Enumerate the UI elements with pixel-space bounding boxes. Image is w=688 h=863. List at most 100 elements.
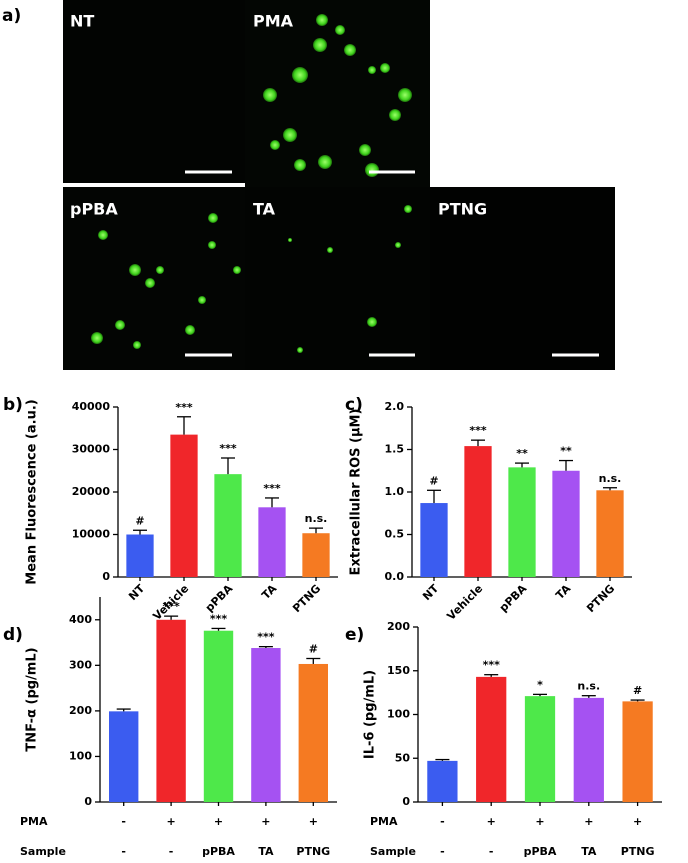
- y-tick-label: 40000: [72, 400, 111, 413]
- micrograph: [430, 187, 615, 370]
- bar: [214, 474, 242, 577]
- row-value: -: [121, 815, 126, 828]
- significance: n.s.: [305, 512, 328, 525]
- row-value: -: [169, 845, 174, 858]
- significance: #: [633, 684, 642, 697]
- significance: ***: [263, 482, 281, 495]
- x-tick-label: PTNG: [584, 582, 617, 615]
- y-tick-label: 30000: [72, 443, 111, 456]
- x-tick-label: NT: [420, 582, 441, 603]
- micrograph: [245, 187, 430, 370]
- row-value: TA: [258, 845, 274, 858]
- y-tick-label: 0: [102, 570, 110, 583]
- panel-label: a): [2, 6, 21, 26]
- significance: n.s.: [577, 680, 600, 693]
- image-label: PMA: [253, 12, 294, 31]
- significance: ***: [219, 442, 237, 455]
- x-tick-label: PTNG: [290, 582, 323, 615]
- row-value: TA: [581, 845, 597, 858]
- y-tick-label: 1.0: [385, 485, 405, 498]
- row-value: +: [633, 815, 642, 828]
- y-tick-label: 0.5: [385, 528, 405, 541]
- bar: [298, 663, 328, 802]
- bar: [203, 630, 234, 802]
- y-tick-label: 200: [387, 620, 410, 633]
- y-axis-label: IL-6 (pg/mL): [363, 670, 378, 759]
- row-value: -: [489, 845, 494, 858]
- bar: [156, 619, 186, 802]
- x-tick-label: pPBA: [497, 582, 530, 615]
- row-label: Sample: [370, 845, 416, 858]
- significance: **: [560, 445, 572, 458]
- row-value: +: [309, 815, 318, 828]
- image-label: NT: [70, 12, 94, 31]
- bar: [476, 676, 507, 802]
- panel-label: e): [345, 625, 364, 645]
- bar: [573, 697, 604, 802]
- row-value: -: [440, 815, 445, 828]
- y-tick-label: 0: [84, 795, 92, 808]
- y-axis-label: Mean Fluorescence (a.u.): [25, 399, 40, 584]
- bar: [552, 470, 580, 577]
- significance: ***: [469, 424, 487, 437]
- significance: ***: [483, 659, 501, 672]
- y-tick-label: 400: [69, 613, 92, 626]
- x-tick-label: Vehicle: [444, 582, 485, 623]
- bar: [109, 711, 139, 802]
- x-tick-label: TA: [553, 582, 573, 602]
- significance: *: [537, 678, 543, 691]
- significance: n.s.: [599, 472, 622, 485]
- row-label: PMA: [370, 815, 398, 828]
- panel-label: b): [3, 395, 23, 415]
- y-axis-label: Extracellular ROS (μM): [349, 409, 364, 576]
- significance: #: [309, 643, 318, 656]
- row-value: +: [261, 815, 270, 828]
- y-tick-label: 20000: [72, 485, 111, 498]
- row-value: pPBA: [202, 845, 235, 858]
- y-tick-label: 0: [402, 795, 410, 808]
- y-tick-label: 200: [69, 704, 92, 717]
- row-value: +: [166, 815, 175, 828]
- panel-label: d): [3, 625, 23, 645]
- x-tick-label: pPBA: [203, 582, 236, 615]
- bar: [251, 648, 281, 802]
- image-label: PTNG: [438, 200, 487, 219]
- significance: ***: [210, 612, 228, 625]
- y-tick-label: 100: [69, 749, 92, 762]
- row-value: +: [584, 815, 593, 828]
- row-value: pPBA: [524, 845, 557, 858]
- row-label: Sample: [20, 845, 66, 858]
- y-tick-label: 10000: [72, 528, 111, 541]
- micrograph: [63, 0, 245, 183]
- row-label: PMA: [20, 815, 48, 828]
- y-tick-label: 2.0: [385, 400, 405, 413]
- significance: **: [516, 447, 528, 460]
- image-label: TA: [253, 200, 276, 219]
- x-tick-label: NT: [126, 582, 147, 603]
- y-tick-label: 300: [69, 658, 92, 671]
- significance: ***: [162, 600, 180, 613]
- row-value: PTNG: [621, 845, 655, 858]
- bar: [420, 503, 448, 577]
- bar: [170, 434, 198, 577]
- significance: #: [429, 474, 438, 487]
- x-tick-label: TA: [259, 582, 279, 602]
- bar: [258, 507, 286, 577]
- row-value: -: [121, 845, 126, 858]
- row-value: +: [535, 815, 544, 828]
- significance: #: [135, 514, 144, 527]
- bar: [596, 490, 624, 577]
- bar: [524, 696, 556, 802]
- row-value: PTNG: [296, 845, 330, 858]
- bar: [464, 446, 492, 577]
- bar: [622, 701, 653, 802]
- y-tick-label: 1.5: [385, 443, 405, 456]
- y-tick-label: 100: [387, 708, 410, 721]
- image-label: pPBA: [70, 200, 118, 219]
- row-value: +: [487, 815, 496, 828]
- significance: ***: [257, 631, 275, 644]
- bar: [126, 534, 154, 577]
- y-tick-label: 0.0: [385, 570, 405, 583]
- significance: ***: [175, 401, 193, 414]
